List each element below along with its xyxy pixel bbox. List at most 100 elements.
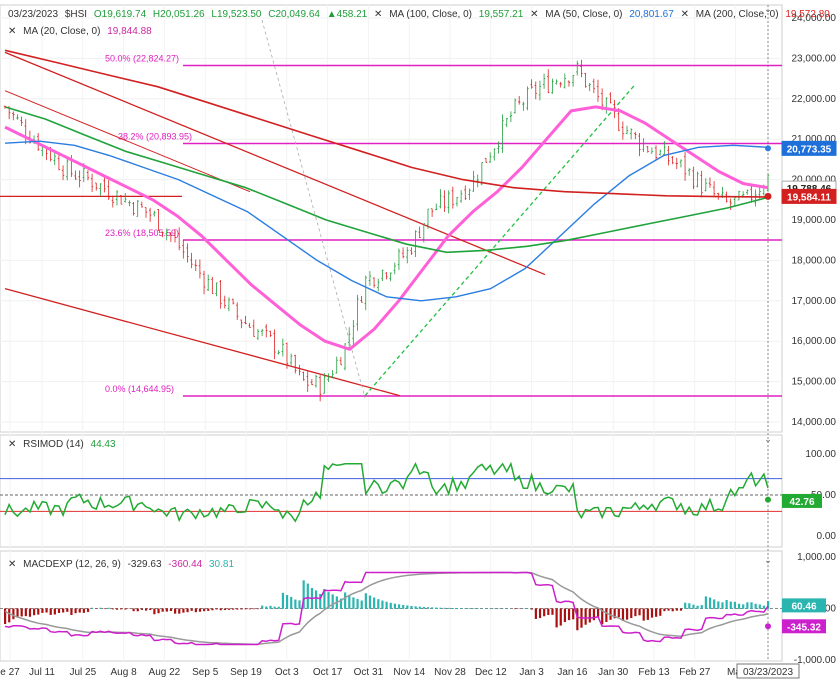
macd-histogram-bar xyxy=(115,608,119,610)
macd-histogram-bar xyxy=(190,608,193,611)
macd-histogram-bar xyxy=(277,606,280,609)
macd-histogram-bar xyxy=(28,608,32,617)
price-badge xyxy=(781,140,837,156)
time-tick-label: 03/23/2023 xyxy=(743,667,793,678)
macd-histogram-bar xyxy=(613,608,616,619)
macd-histogram-bar xyxy=(684,602,687,609)
macd-histogram-bar xyxy=(4,608,7,625)
macd-histogram-bar xyxy=(178,608,181,614)
macd-histogram-bar xyxy=(617,608,620,617)
macd-signal-line xyxy=(4,571,769,645)
close-icon[interactable]: ✕ xyxy=(8,559,17,570)
macd-histogram-bar xyxy=(66,608,69,612)
macd-histogram-bar xyxy=(169,608,173,612)
macd-histogram-bar xyxy=(464,608,467,609)
time-tick-label: Oct 17 xyxy=(313,667,343,678)
macd-histogram-bar xyxy=(551,608,554,615)
price-badge-label: 19,584.11 xyxy=(787,192,831,203)
legend-hist-value: 30.81 xyxy=(209,559,235,570)
macd-histogram-bar xyxy=(136,608,139,612)
price-panel xyxy=(0,4,783,433)
macd-histogram-bar xyxy=(605,608,608,623)
price-badge xyxy=(781,188,837,204)
macd-histogram-bar xyxy=(261,605,264,609)
macd-histogram-bar xyxy=(82,608,85,613)
trend-line xyxy=(261,19,366,398)
macd-histogram-bar xyxy=(750,602,753,609)
macd-histogram-bar xyxy=(717,601,720,609)
legend-ma50-value: 20,801.67 xyxy=(629,9,674,20)
macd-histogram-bar xyxy=(630,608,633,619)
collapse-chevron-icon[interactable]: ⌄ xyxy=(764,5,772,15)
macd-histogram-bar xyxy=(45,608,48,613)
macd-histogram-bar xyxy=(559,608,562,626)
macd-histogram-bar xyxy=(729,601,732,609)
price-tick-label: 21,000.00 xyxy=(792,134,837,145)
macd-histogram-bar xyxy=(356,598,359,609)
macd-histogram-bar xyxy=(227,608,231,610)
macd-histogram-bar xyxy=(733,601,737,609)
close-icon[interactable]: ✕ xyxy=(530,9,539,20)
moving-average-line xyxy=(4,49,769,198)
macd-histogram-bar xyxy=(140,608,144,610)
macd-histogram-bar xyxy=(107,607,110,609)
price-tick-label: 19,000.00 xyxy=(792,215,837,226)
rsi-badge xyxy=(782,493,822,508)
price-tick-label: 15,000.00 xyxy=(792,377,837,388)
macd-histogram-bar xyxy=(182,608,185,613)
macd-histogram-bar xyxy=(281,592,285,609)
macd-histogram-bar xyxy=(74,608,77,614)
macd-histogram-bar xyxy=(49,608,52,615)
macd-histogram-bar xyxy=(223,608,226,611)
time-tick-label: Aug 22 xyxy=(149,667,181,678)
legend-ma200-label: MA (200, Close, 0) xyxy=(695,9,779,20)
macd-histogram-bar xyxy=(530,608,533,610)
macd-histogram-bar xyxy=(315,590,318,609)
macd-histogram-bar xyxy=(53,608,56,615)
macd-histogram-bar xyxy=(352,597,355,609)
close-icon[interactable]: ✕ xyxy=(8,439,17,450)
macd-histogram-bar xyxy=(120,608,123,610)
macd-histogram-bar xyxy=(663,608,666,612)
macd-histogram-bar xyxy=(265,606,268,609)
collapse-chevron-icon[interactable]: ⌄ xyxy=(764,556,772,566)
macd-histogram-bar xyxy=(99,607,102,609)
macd-histogram-bar xyxy=(700,605,703,609)
rsi-tick-label: 0.00 xyxy=(817,531,837,542)
moving-average-line xyxy=(4,140,769,302)
macd-histogram-bar xyxy=(219,608,222,611)
macd-histogram-bar xyxy=(688,603,691,609)
macd-histogram-bar xyxy=(634,608,637,617)
macd-histogram-bar xyxy=(746,602,749,609)
macd-tick-label: -1,000.00 xyxy=(794,655,837,666)
macd-histogram-bar xyxy=(41,608,44,613)
close-icon[interactable]: ✕ xyxy=(374,9,383,20)
fib-level-label: 23.6% (18,505.59) xyxy=(105,228,179,238)
time-tick-label: Jan 16 xyxy=(557,667,587,678)
macd-histogram-bar xyxy=(435,607,438,609)
macd-histogram-bar xyxy=(679,608,683,611)
macd-histogram-bar xyxy=(331,594,334,609)
time-tick-label: Feb 27 xyxy=(679,667,711,678)
macd-histogram-bar xyxy=(762,605,766,609)
time-tick-label: Oct 3 xyxy=(275,667,299,678)
fib-level-label: 50.0% (22,824.27) xyxy=(105,53,179,63)
macd-histogram-bar xyxy=(360,600,363,609)
macd-histogram-bar xyxy=(62,608,65,613)
legend-open: O19,619.74 xyxy=(93,9,147,20)
macd-histogram-bar xyxy=(397,604,401,609)
ma200-endpoint xyxy=(764,192,772,200)
macd-line xyxy=(4,571,769,646)
collapse-chevron-icon[interactable]: ⌄ xyxy=(764,435,772,445)
macd-histogram-bar xyxy=(78,608,81,613)
moving-average-line xyxy=(4,106,769,254)
macd-histogram-bar xyxy=(671,608,674,612)
macd-histogram-bar xyxy=(704,596,707,609)
macd-histogram-bar xyxy=(563,608,567,623)
close-icon[interactable]: ✕ xyxy=(8,26,17,37)
macd-histogram-bar xyxy=(157,608,160,614)
macd-histogram-bar xyxy=(298,600,301,609)
macd-badge xyxy=(782,598,826,613)
macd-histogram-bar xyxy=(655,608,658,617)
close-icon[interactable]: ✕ xyxy=(680,9,689,20)
